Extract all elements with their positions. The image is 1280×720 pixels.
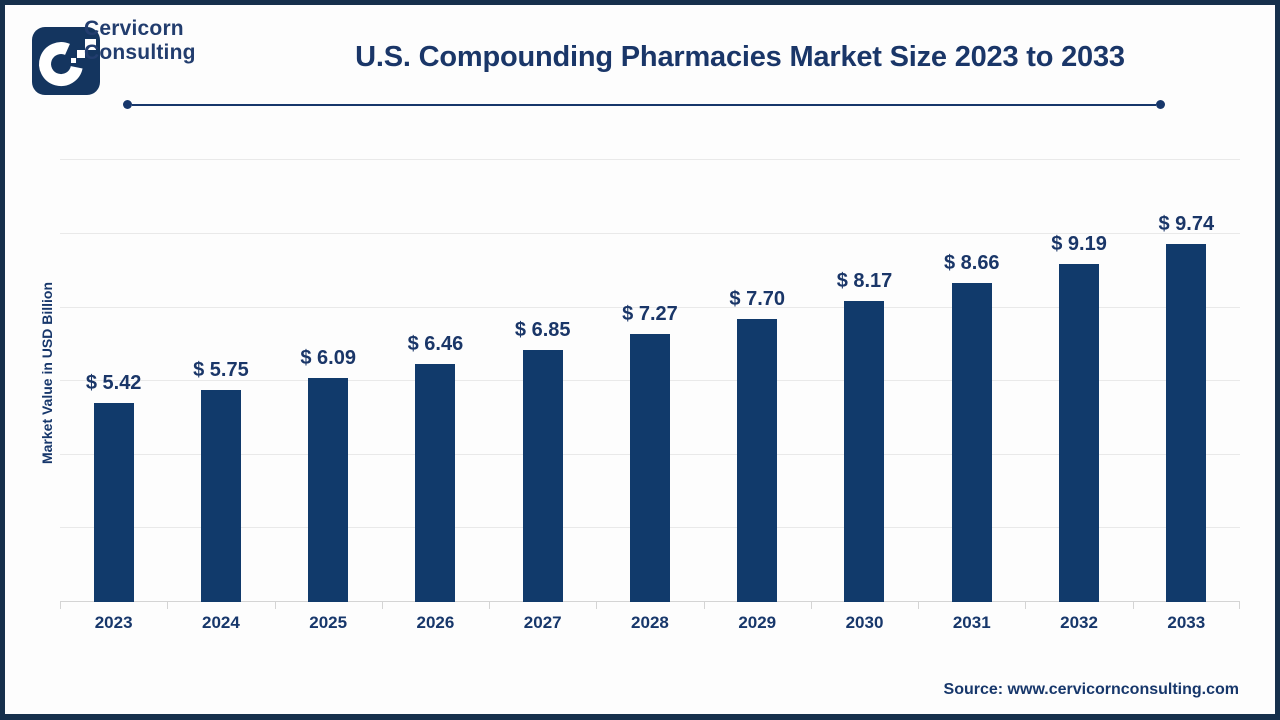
bar-group-2032: $ 9.19	[1025, 135, 1132, 602]
bar-value-label-2031: $ 8.66	[943, 252, 1000, 275]
bar-value-label-2023: $ 5.42	[85, 371, 142, 394]
bar-series: $ 5.42 $ 5.75 $ 6.09 $ 6.46 $ 6.85 $ 7.27 $ 7.…	[60, 135, 1240, 602]
bar-value-label-2030: $ 8.17	[836, 270, 893, 293]
bar-value-label-2026: $ 6.46	[407, 333, 464, 356]
x-axis-labels: 2023 2024 2025 2026 2027 2028 2029 2030 2031 2032…	[60, 613, 1240, 633]
gridline-10	[60, 232, 1240, 234]
bar-group-2028: $ 7.27	[596, 135, 703, 602]
underline-left-dot	[123, 100, 132, 109]
bar-value-label-2024: $ 5.75	[193, 359, 249, 382]
bar-group-2023: $ 5.42	[60, 135, 167, 602]
bar-group-2027: $ 6.85	[489, 135, 596, 602]
bar-group-2030: $ 8.17	[811, 135, 918, 602]
x-tick-label-2025: 2025	[309, 613, 348, 632]
bar-group-2024: $ 5.75	[167, 135, 274, 602]
bar-value-label-2029: $ 7.70	[729, 287, 786, 310]
y-axis-title: Market Value in USD Billion	[39, 281, 55, 465]
bar-2024	[200, 390, 241, 602]
x-axis-tick	[1239, 602, 1240, 609]
bar-group-2033: $ 9.74	[1133, 135, 1240, 602]
x-axis-tick	[703, 602, 705, 609]
x-axis-tick	[810, 602, 812, 609]
bar-2027	[522, 349, 563, 602]
bar-value-label-2033: $ 9.74	[1158, 212, 1215, 235]
x-axis-tick	[60, 602, 61, 609]
x-tick-label-2026: 2026	[416, 613, 455, 632]
x-axis-tick	[381, 602, 383, 609]
bar-2029	[737, 318, 778, 602]
bar-2030	[844, 301, 885, 602]
bar-2023	[93, 402, 134, 602]
bar-2026	[415, 364, 456, 602]
bar-value-label-2032: $ 9.19	[1051, 232, 1107, 255]
x-tick-label-2033: 2033	[1167, 613, 1206, 632]
bar-2033	[1166, 243, 1207, 602]
brand-name-line1: Cervicorn	[84, 17, 184, 40]
brand-logo	[32, 27, 100, 95]
x-tick-label-2028: 2028	[631, 613, 669, 632]
gridline-8	[60, 306, 1240, 308]
bar-chart-plot: $ 5.42 $ 5.75 $ 6.09 $ 6.46 $ 6.85 $ 7.27 $ 7.…	[60, 135, 1240, 609]
bar-2032	[1059, 263, 1100, 602]
brand-name: Cervicorn Consulting	[84, 17, 196, 64]
source-note: Source: www.cervicornconsulting.com	[943, 681, 1239, 698]
bar-value-label-2025: $ 6.09	[300, 346, 356, 369]
x-axis-tick	[1025, 602, 1027, 609]
x-tick-label-2024: 2024	[201, 613, 240, 632]
bar-2031	[951, 283, 992, 602]
brand-name-line2: Consulting	[84, 40, 196, 64]
bar-group-2026: $ 6.46	[382, 135, 489, 602]
title-underline	[123, 100, 1165, 109]
x-axis-tick	[489, 602, 491, 609]
x-tick-label-2029: 2029	[738, 613, 777, 632]
chart-title: U.S. Compounding Pharmacies Market Size …	[355, 41, 1125, 73]
x-tick-label-2023: 2023	[94, 613, 133, 632]
bar-value-label-2028: $ 7.27	[622, 303, 678, 326]
x-axis-tick	[167, 602, 169, 609]
bar-2025	[308, 377, 349, 602]
x-tick-label-2030: 2030	[845, 613, 884, 632]
x-axis-tick	[1132, 602, 1134, 609]
gridline-12	[60, 159, 1240, 161]
x-axis-tick	[274, 602, 276, 609]
underline-rule	[132, 103, 1156, 106]
x-axis-tick	[596, 602, 598, 609]
x-axis-tick	[918, 602, 920, 609]
bar-2028	[629, 334, 670, 602]
bar-group-2029: $ 7.70	[704, 135, 811, 602]
bar-group-2025: $ 6.09	[275, 135, 382, 602]
x-tick-label-2027: 2027	[523, 613, 562, 632]
bar-group-2031: $ 8.66	[918, 135, 1025, 602]
bar-value-label-2027: $ 6.85	[514, 318, 571, 341]
x-tick-label-2032: 2032	[1060, 613, 1098, 632]
underline-right-dot	[1156, 100, 1165, 109]
cervicorn-logo-icon	[32, 27, 100, 95]
x-tick-label-2031: 2031	[952, 613, 991, 632]
